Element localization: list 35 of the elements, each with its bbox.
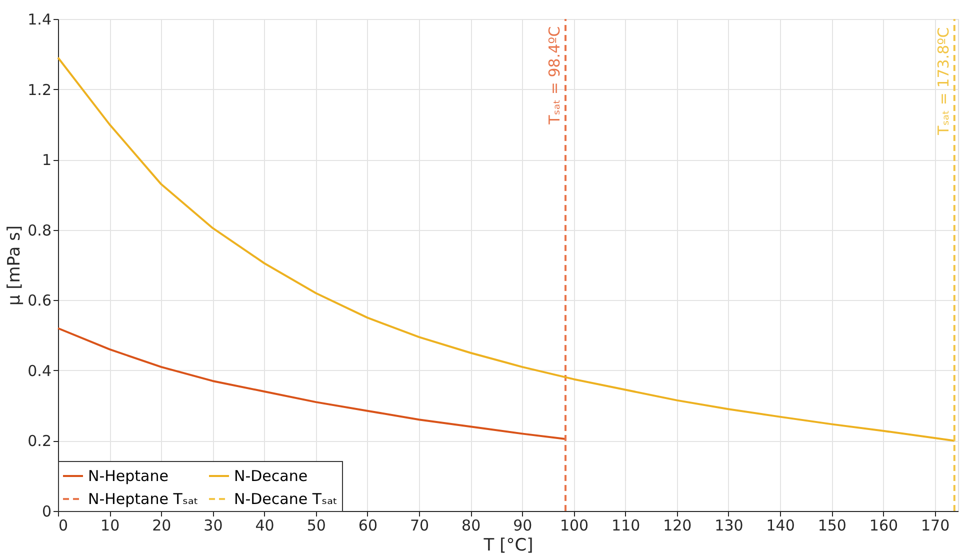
x-tick-label: 100	[560, 516, 589, 534]
y-tick-label: 0	[42, 502, 52, 520]
y-tick-label: 1	[42, 151, 52, 170]
x-tick-label: 50	[306, 516, 326, 534]
annotation: Tₛₐₜ = 98.4ºC	[546, 26, 564, 126]
x-tick-label: 150	[818, 516, 846, 534]
x-tick-label: 120	[663, 516, 692, 534]
y-tick-label: 0.6	[28, 292, 52, 310]
x-tick-label: 130	[714, 516, 744, 534]
x-tick-label: 30	[204, 516, 223, 534]
x-tick-label: 10	[100, 516, 120, 534]
x-tick-label: 170	[920, 516, 950, 534]
x-tick-label: 90	[513, 516, 532, 534]
annotation: Tₛₐₜ = 173.8ºC	[934, 27, 952, 136]
y-tick-label: 1.2	[28, 80, 52, 99]
x-tick-label: 160	[869, 516, 898, 534]
x-axis-title: T [°C]	[482, 536, 534, 556]
x-tick-label: 20	[152, 516, 172, 534]
legend-label: N-Heptane Tₛₐₜ	[88, 490, 198, 508]
y-axis-title: μ [mPa s]	[4, 225, 25, 306]
x-tick-label: 40	[255, 516, 274, 534]
line-series	[57, 327, 567, 440]
x-tick-label: 0	[58, 516, 68, 534]
x-tick-label: 60	[358, 516, 378, 534]
x-tick-label: 110	[612, 516, 640, 534]
x-tick-label: 70	[410, 516, 430, 534]
legend-label: N-Heptane	[88, 467, 168, 485]
x-tick-label: 80	[462, 516, 481, 534]
y-tick-label: 0.2	[28, 432, 52, 450]
legend-label: N-Decane	[234, 467, 308, 485]
y-tick-label: 0.4	[28, 362, 52, 380]
legend-label: N-Decane Tₛₐₜ	[234, 490, 338, 508]
y-tick-label: 0.8	[28, 221, 52, 240]
y-tick-label: 1.4	[28, 10, 52, 28]
x-tick-label: 140	[766, 516, 795, 534]
